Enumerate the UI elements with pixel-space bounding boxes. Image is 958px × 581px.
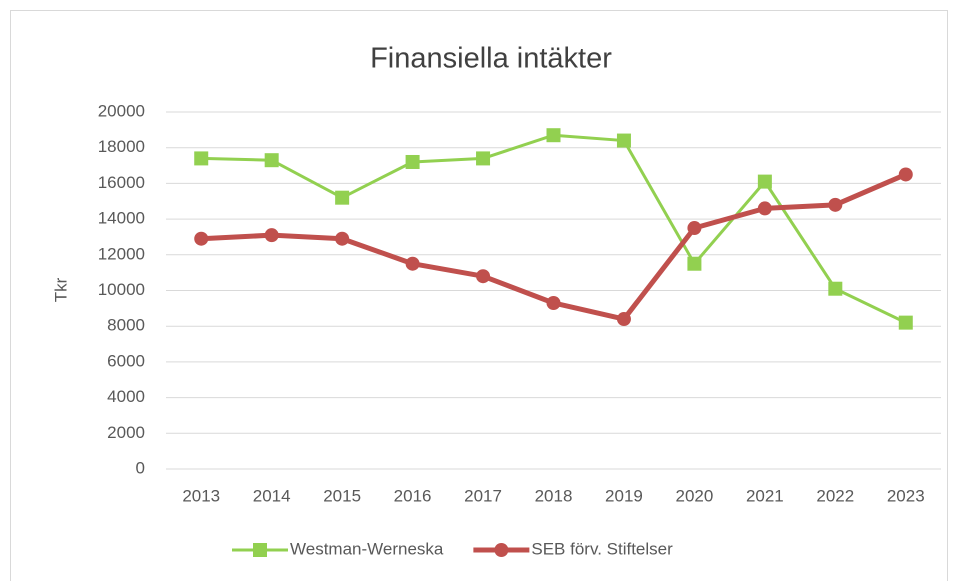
y-tick-label: 18000: [98, 137, 145, 156]
point-marker: [616, 312, 631, 327]
point-marker: [476, 151, 491, 166]
point-marker: [757, 174, 772, 189]
y-tick-label: 6000: [107, 351, 145, 370]
point-marker: [616, 133, 631, 148]
point-marker: [546, 295, 561, 310]
point-marker: [546, 128, 561, 143]
legend-label: Westman-Werneska: [290, 539, 444, 558]
y-axis-label: Tkr: [51, 277, 70, 302]
x-tick-label: 2023: [887, 486, 925, 505]
point-marker: [757, 201, 772, 216]
x-tick-label: 2021: [746, 486, 784, 505]
x-tick-label: 2013: [182, 486, 220, 505]
point-marker: [194, 151, 209, 166]
point-marker: [335, 190, 350, 205]
legend-marker: [253, 543, 267, 557]
point-marker: [898, 167, 913, 182]
point-marker: [828, 197, 843, 212]
point-marker: [405, 154, 420, 169]
y-tick-label: 20000: [98, 101, 145, 120]
point-marker: [405, 256, 420, 271]
legend-label: SEB förv. Stiftelser: [531, 539, 673, 558]
y-tick-label: 14000: [98, 209, 145, 228]
chart-title: Finansiella intäkter: [370, 43, 612, 75]
y-tick-label: 10000: [98, 280, 145, 299]
chart-border: [10, 10, 948, 581]
y-tick-label: 8000: [107, 316, 145, 335]
x-tick-label: 2019: [605, 486, 643, 505]
point-marker: [264, 153, 279, 168]
y-tick-label: 12000: [98, 244, 145, 263]
x-tick-label: 2015: [323, 486, 361, 505]
point-marker: [898, 315, 913, 330]
x-tick-label: 2022: [816, 486, 854, 505]
point-marker: [828, 281, 843, 296]
point-marker: [335, 231, 350, 246]
y-tick-label: 4000: [107, 387, 145, 406]
point-marker: [687, 221, 702, 236]
point-marker: [476, 269, 491, 284]
x-tick-label: 2017: [464, 486, 502, 505]
x-tick-label: 2016: [394, 486, 432, 505]
point-marker: [687, 256, 702, 271]
y-tick-label: 16000: [98, 173, 145, 192]
point-marker: [194, 231, 209, 246]
y-tick-label: 2000: [107, 423, 145, 442]
x-tick-label: 2020: [675, 486, 713, 505]
legend-marker: [494, 543, 509, 557]
x-tick-label: 2014: [253, 486, 291, 505]
point-marker: [264, 228, 279, 243]
y-tick-label: 0: [136, 458, 145, 477]
x-tick-label: 2018: [535, 486, 573, 505]
